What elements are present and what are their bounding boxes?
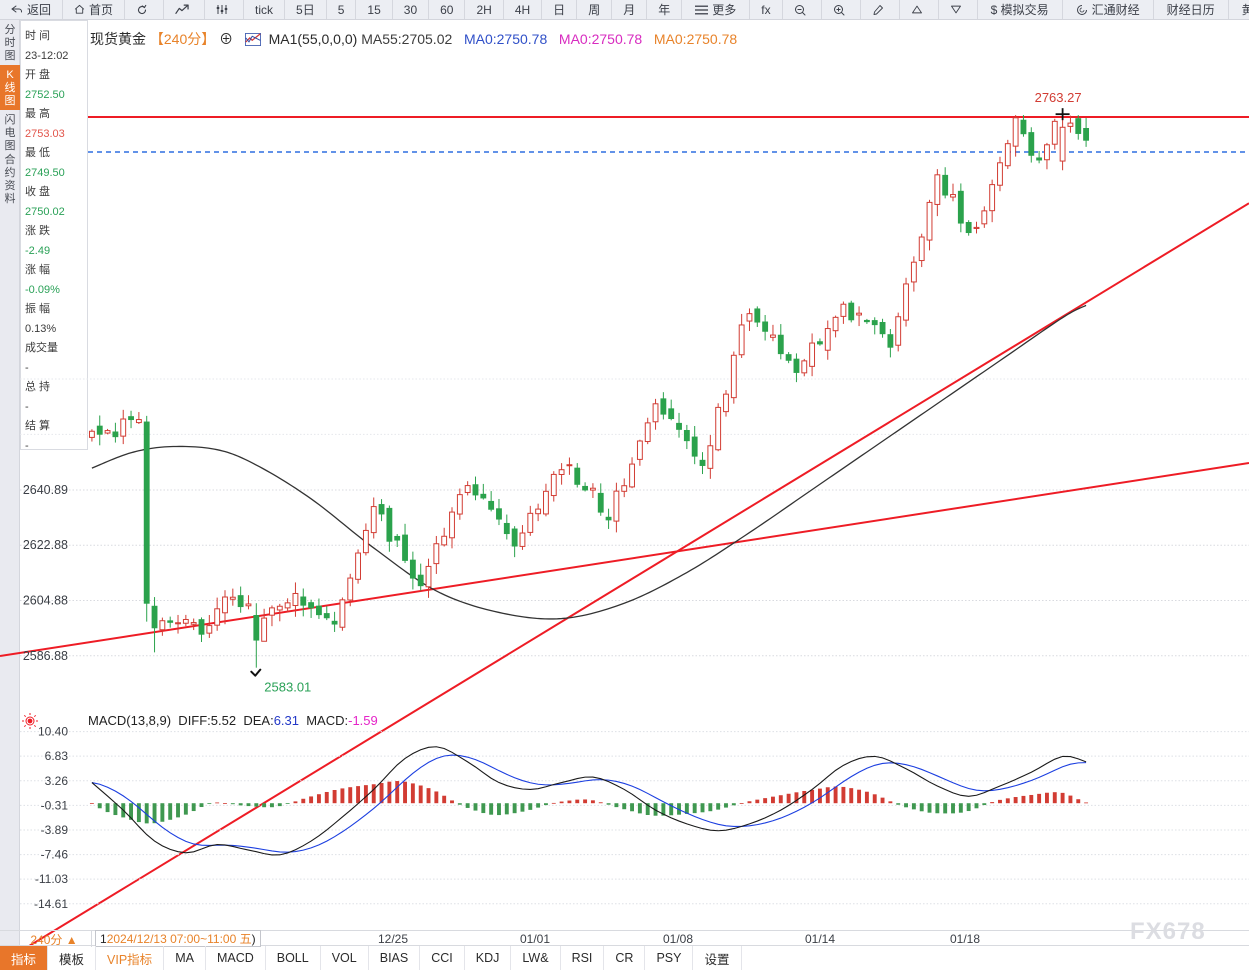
svg-text:3.26: 3.26 bbox=[45, 774, 69, 788]
svg-text:2604.88: 2604.88 bbox=[23, 594, 68, 608]
svg-text:2640.89: 2640.89 bbox=[23, 483, 68, 497]
svg-text:-3.89: -3.89 bbox=[41, 823, 69, 837]
svg-text:-11.03: -11.03 bbox=[35, 872, 68, 886]
svg-text:-7.46: -7.46 bbox=[41, 848, 69, 862]
svg-text:-0.31: -0.31 bbox=[41, 798, 69, 812]
svg-text:6.83: 6.83 bbox=[45, 749, 69, 763]
svg-text:2622.88: 2622.88 bbox=[23, 538, 68, 552]
svg-text:-14.61: -14.61 bbox=[34, 897, 68, 911]
svg-text:2586.88: 2586.88 bbox=[23, 649, 68, 663]
svg-text:2583.01: 2583.01 bbox=[264, 680, 311, 695]
svg-text:2763.27: 2763.27 bbox=[1035, 90, 1082, 105]
